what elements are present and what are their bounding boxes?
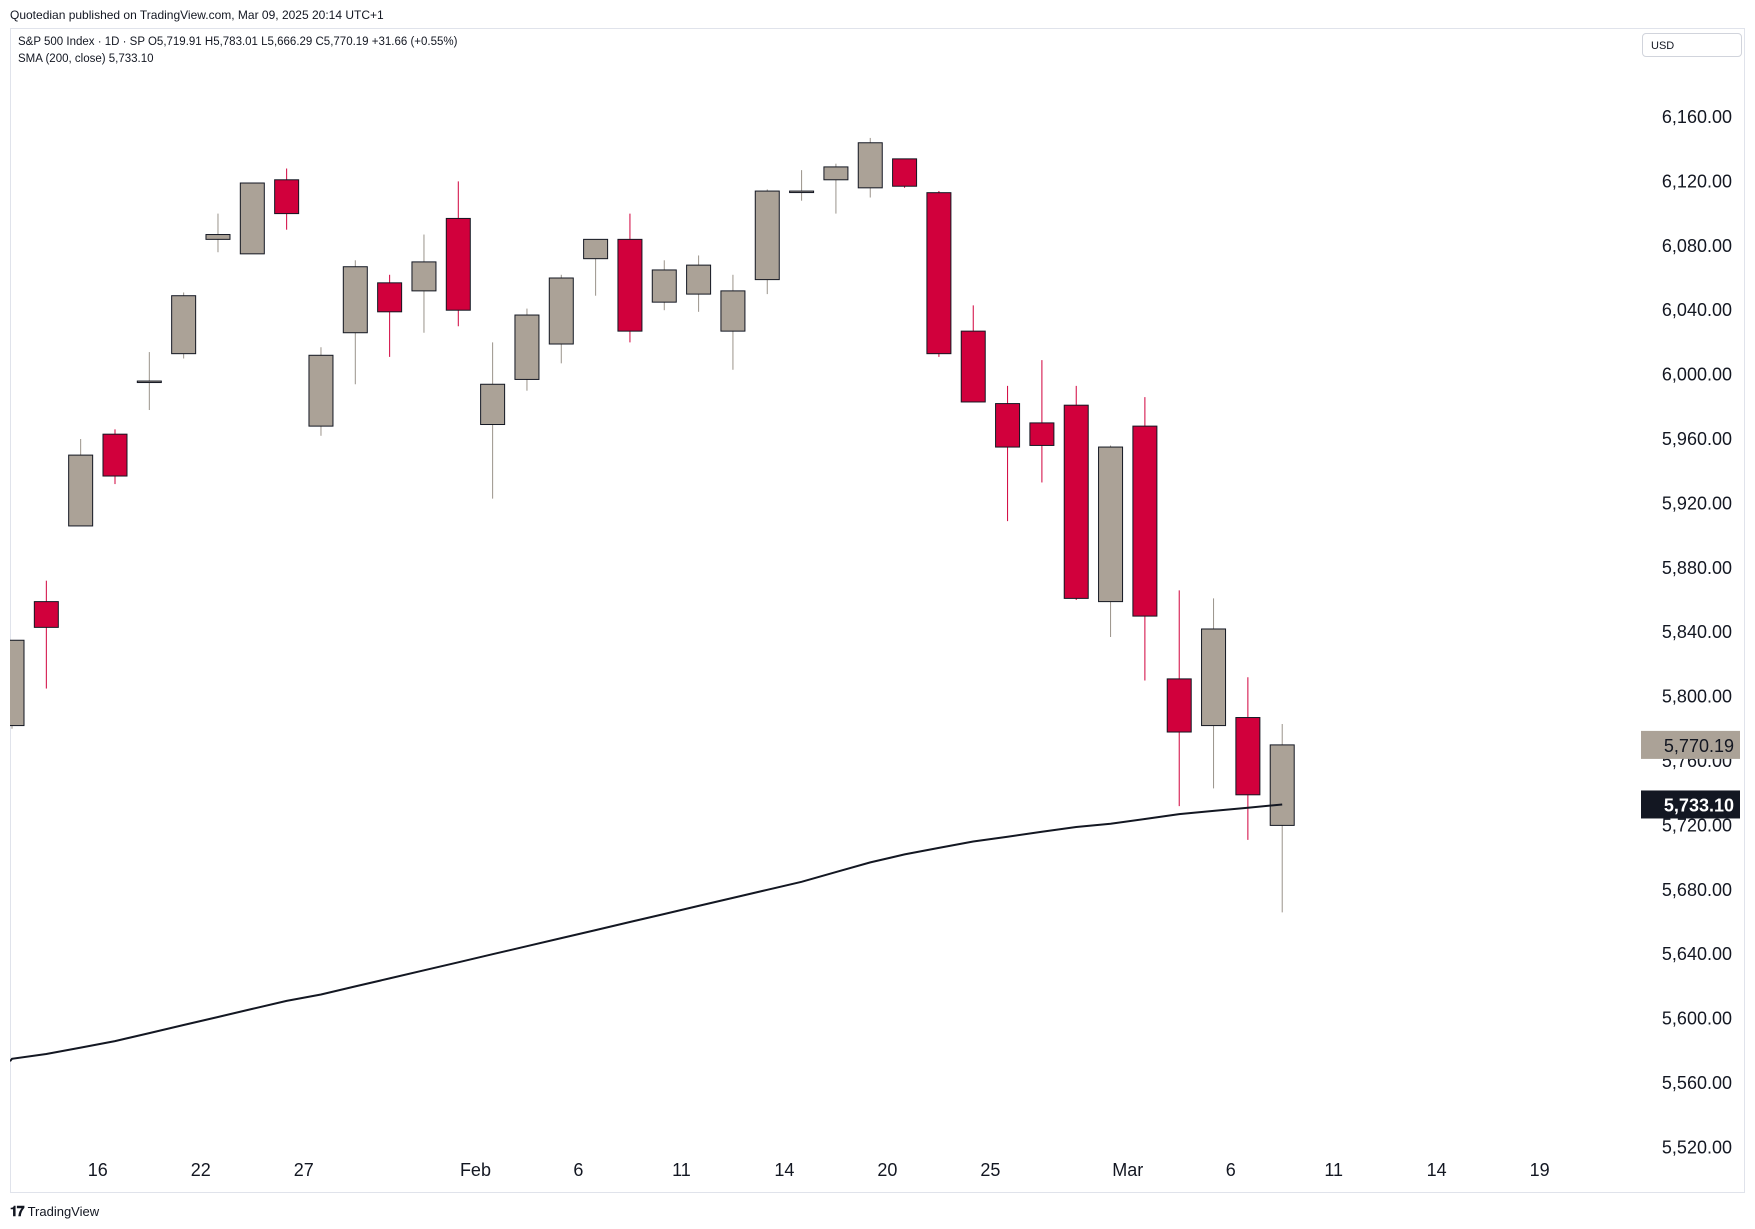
x-tick-label: 14 xyxy=(1427,1160,1447,1180)
y-tick-label: 5,800.00 xyxy=(1662,687,1732,707)
candle-body xyxy=(308,354,334,427)
chart-frame xyxy=(10,28,1745,1193)
candle-body xyxy=(1029,422,1055,446)
x-tick-label: Feb xyxy=(460,1160,491,1180)
last-price-label: 5,770.19 xyxy=(1664,736,1734,756)
candle-body xyxy=(960,330,986,403)
candle-body xyxy=(411,261,437,292)
candle-body xyxy=(514,314,540,380)
x-tick-label: 19 xyxy=(1530,1160,1550,1180)
legend-symbol-line: S&P 500 Index · 1D · SP O5,719.91 H5,783… xyxy=(18,36,458,48)
last-price-label-bg xyxy=(1641,730,1740,759)
x-tick-label: 6 xyxy=(1226,1160,1236,1180)
candle-body xyxy=(205,234,231,240)
sma-layer xyxy=(10,803,1283,1062)
y-tick-label: 5,840.00 xyxy=(1662,622,1732,642)
candle-body xyxy=(686,264,712,295)
x-tick-label: 22 xyxy=(191,1160,211,1180)
y-tick-label: 6,040.00 xyxy=(1662,300,1732,320)
tradingview-brand-text: TradingView xyxy=(27,1204,100,1219)
tradingview-logo[interactable]: 𝟏𝟕 TradingView xyxy=(10,1203,99,1220)
candle-body xyxy=(823,166,849,181)
candle-body xyxy=(995,403,1021,448)
candle-body xyxy=(1098,446,1124,603)
x-tick-label: 6 xyxy=(573,1160,583,1180)
candle-body xyxy=(10,639,25,727)
candle-body xyxy=(68,454,94,527)
candle-body xyxy=(617,238,643,332)
candle-body xyxy=(274,179,300,215)
candles-layer xyxy=(10,137,1295,913)
candle-body xyxy=(1235,717,1261,796)
x-tick-label: 20 xyxy=(877,1160,897,1180)
x-tick-label: 16 xyxy=(88,1160,108,1180)
candle-body xyxy=(857,142,883,189)
candle-body xyxy=(1063,404,1089,599)
candle-body xyxy=(1132,425,1158,617)
candle-body xyxy=(754,190,780,281)
x-tick-label: 14 xyxy=(774,1160,794,1180)
candle-body xyxy=(171,295,197,355)
x-tick-label: 11 xyxy=(1324,1160,1343,1180)
sma-price-label: 5,733.10 xyxy=(1664,795,1734,815)
sma-line xyxy=(10,803,1283,1062)
y-tick-label: 6,160.00 xyxy=(1662,107,1732,127)
candle-body xyxy=(651,269,677,303)
y-tick-label: 6,000.00 xyxy=(1662,365,1732,385)
legend-sma-line: SMA (200, close) 5,733.10 xyxy=(18,53,154,65)
time-axis: 13162227Feb611142025Mar6111419 xyxy=(88,1160,1550,1180)
y-tick-label: 5,600.00 xyxy=(1662,1009,1732,1029)
candle-body xyxy=(720,290,746,332)
y-tick-label: 5,520.00 xyxy=(1662,1137,1732,1157)
x-tick-label: 11 xyxy=(672,1160,691,1180)
y-tick-label: 5,920.00 xyxy=(1662,493,1732,513)
tradingview-logo-icon: 𝟏𝟕 xyxy=(10,1203,25,1219)
candle-body xyxy=(892,158,918,187)
sma-price-label-bg xyxy=(1641,790,1740,819)
candle-body xyxy=(1269,744,1295,826)
y-tick-label: 6,080.00 xyxy=(1662,236,1732,256)
currency-button[interactable]: USD xyxy=(1642,33,1742,57)
candle-body xyxy=(33,601,59,628)
price-axis: 6,160.00 6,120.00 6,080.00 6,040.00 6,000.00… xyxy=(1662,107,1732,1157)
x-tick-label: 27 xyxy=(294,1160,314,1180)
x-tick-label: 25 xyxy=(980,1160,1000,1180)
x-tick-label: Mar xyxy=(1112,1160,1143,1180)
candle-body xyxy=(445,217,471,311)
y-tick-label: 5,720.00 xyxy=(1662,815,1732,835)
candle-body xyxy=(1166,678,1192,733)
y-tick-label: 5,640.00 xyxy=(1662,944,1732,964)
candle-body xyxy=(239,182,265,255)
publisher-credit: Quotedian published on TradingView.com, … xyxy=(10,8,384,22)
price-labels: 5,770.19 5,733.10 xyxy=(1641,730,1740,819)
candle-body xyxy=(480,383,506,426)
candle-body xyxy=(102,433,128,477)
y-tick-label: 5,880.00 xyxy=(1662,558,1732,578)
candle-body xyxy=(548,277,574,345)
candle-body xyxy=(342,266,368,334)
candle-body xyxy=(789,190,815,194)
candle-body xyxy=(1201,628,1227,727)
chart-legend: S&P 500 Index · 1D · SP O5,719.91 H5,783… xyxy=(18,34,457,68)
candle-body xyxy=(583,238,609,260)
y-tick-label: 5,560.00 xyxy=(1662,1073,1732,1093)
y-tick-label: 6,120.00 xyxy=(1662,171,1732,191)
candle-body xyxy=(136,380,162,384)
y-tick-label: 5,680.00 xyxy=(1662,880,1732,900)
candle-body xyxy=(377,282,403,313)
y-tick-label: 5,960.00 xyxy=(1662,429,1732,449)
candle-body xyxy=(926,192,952,355)
